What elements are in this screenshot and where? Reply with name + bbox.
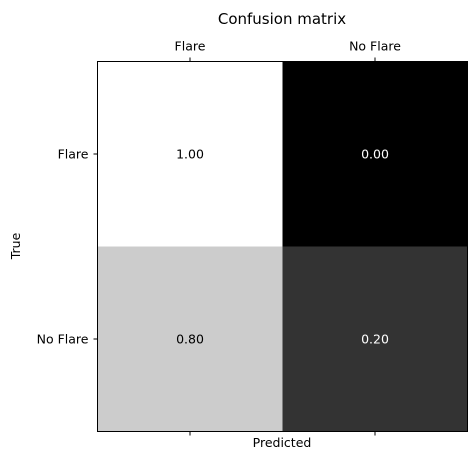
x-tick-label-1: No Flare [349, 39, 401, 54]
cell-value-label-r0-c0: 1.00 [176, 147, 204, 162]
heatmap-cell-r0-c1 [282, 61, 468, 247]
heatmap-cell-r1-c0 [97, 246, 283, 432]
x-axis-ticks: Flare No Flare [175, 39, 401, 436]
heatmap-cells [97, 61, 468, 432]
cell-value-label-r1-c1: 0.20 [361, 332, 389, 347]
y-axis-ticks: Flare No Flare [37, 147, 98, 347]
y-tick-label-0: Flare [58, 147, 89, 162]
heatmap-cell-r0-c0 [97, 61, 283, 247]
heatmap-cell-r1-c1 [282, 246, 468, 432]
cell-value-label-r0-c1: 0.00 [361, 147, 389, 162]
x-axis-label: Predicted [253, 435, 312, 450]
cell-value-labels: 1.00 0.00 0.80 0.20 [176, 147, 389, 347]
y-tick-label-1: No Flare [37, 332, 89, 347]
y-axis-label: True [8, 232, 23, 260]
x-tick-label-0: Flare [175, 39, 206, 54]
cell-value-label-r1-c0: 0.80 [176, 332, 204, 347]
plot-frame [97, 61, 468, 432]
chart-title: Confusion matrix [218, 10, 346, 28]
